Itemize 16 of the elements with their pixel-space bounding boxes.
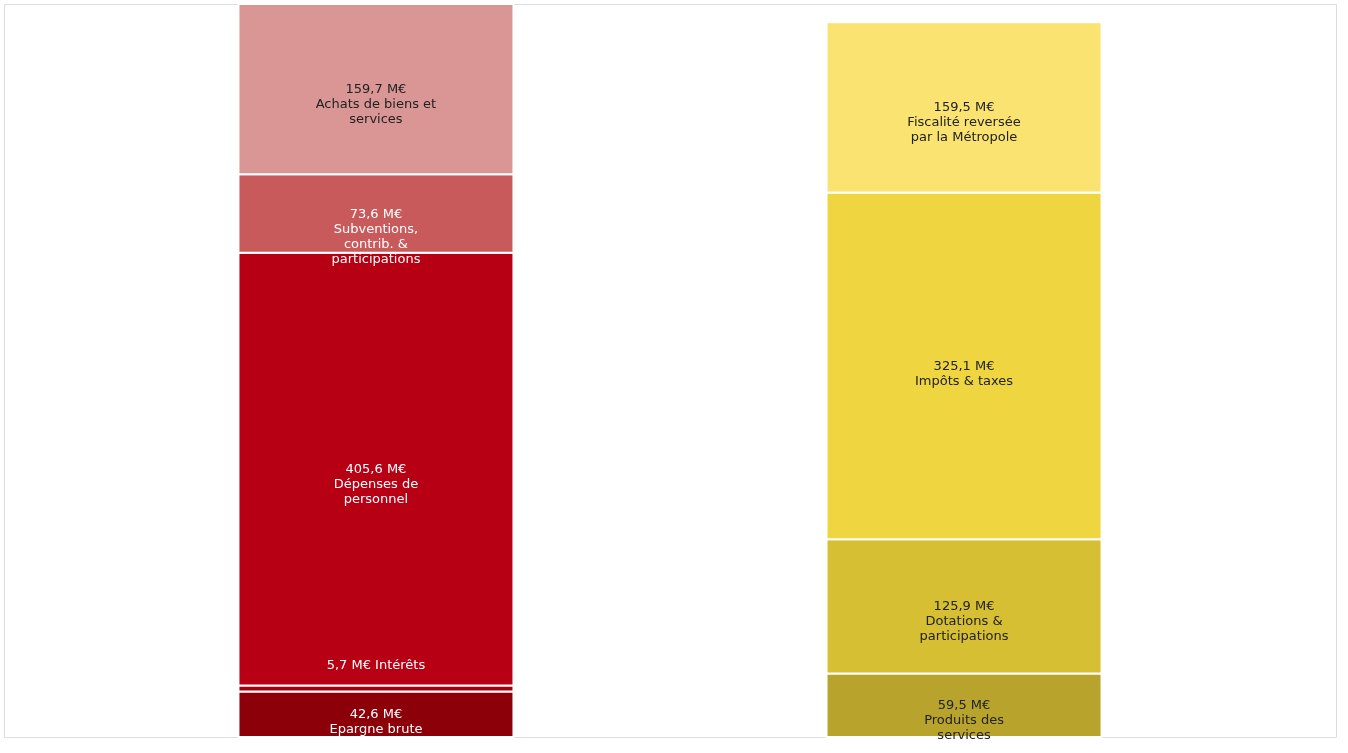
series-label: Subventions, contrib. & participations [331, 220, 421, 266]
series-label: Dotations & participations [919, 613, 1009, 644]
data-label: 42,6 M€ [349, 706, 403, 722]
series-label: Fiscalité reversée par la Métropole [907, 114, 1021, 145]
data-label: 125,9 M€ [933, 598, 995, 614]
data-label: 73,6 M€ [349, 205, 403, 221]
data-label: 159,7 M€ [345, 81, 407, 97]
series-label: Impôts & taxes [914, 372, 1014, 388]
text: 5,7 M€ Intérêts [326, 656, 426, 672]
data-label: 159,5 M€ [933, 99, 995, 115]
series-label: Dépenses de personnel [333, 476, 419, 507]
data-label: 59,5 M€ [937, 697, 991, 713]
series-label: Epargne brute [329, 721, 423, 737]
data-label: 325,1 M€ [933, 357, 995, 373]
data-label: 405,6 M€ [345, 461, 407, 477]
series-label: Achats de biens et services [315, 96, 437, 127]
